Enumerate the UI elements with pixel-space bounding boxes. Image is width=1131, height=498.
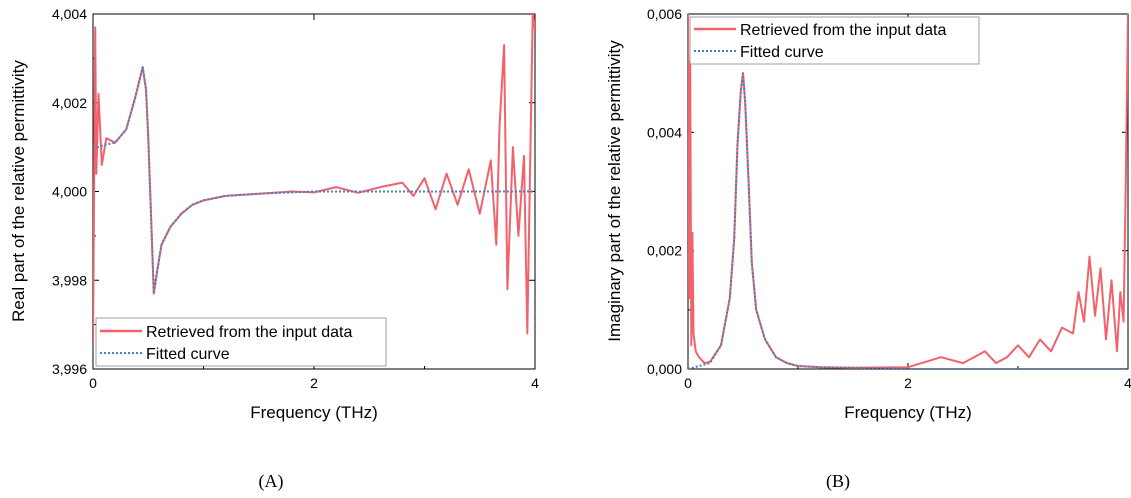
- y-tick-label-a-2: 4,000: [52, 184, 87, 200]
- series-line-fitted-b: [688, 72, 1128, 369]
- y-tick-label-b-1: 0,002: [647, 243, 682, 259]
- y-tick-label-a-3: 4,002: [52, 95, 87, 111]
- series-lines-b: [688, 14, 1128, 369]
- x-tick-label-b-1: 2: [904, 375, 912, 391]
- y-tick-label-a-1: 3,998: [52, 272, 87, 288]
- series-lines-a: [93, 14, 535, 347]
- y-tick-label-b-0: 0,000: [647, 361, 682, 377]
- x-axis-label-b: Frequency (THz): [844, 403, 972, 422]
- y-tick-label-a-4: 4,004: [52, 6, 87, 22]
- x-tick-label-a-1: 2: [310, 375, 318, 391]
- series-line-retrieved-b: [688, 14, 1128, 369]
- x-tick-label-b-2: 4: [1124, 375, 1131, 391]
- x-axis-label-a: Frequency (THz): [250, 403, 378, 422]
- y-axis-label-a: Real part of the relative permittivity: [9, 60, 28, 322]
- y-tick-label-b-2: 0,004: [647, 124, 682, 140]
- legend-a: Retrieved from the input data Fitted cur…: [95, 317, 387, 367]
- legend-label-fitted-a: Fitted curve: [146, 346, 230, 363]
- legend-box-b: [689, 16, 980, 65]
- caption-a: (A): [259, 471, 284, 492]
- series-line-retrieved-a: [93, 14, 535, 347]
- series-line-fitted-a: [93, 66, 535, 295]
- x-tick-label-a-0: 0: [89, 375, 97, 391]
- legend-label-retrieved-a: Retrieved from the input data: [146, 324, 352, 341]
- x-tick-label-b-0: 0: [684, 375, 692, 391]
- y-axis-label-b: Imaginary part of the relative permittiv…: [605, 40, 624, 342]
- y-tick-label-b-3: 0,006: [647, 6, 682, 22]
- y-tick-label-a-0: 3,996: [52, 361, 87, 377]
- chart-panel-a: 0 2 4 3,996 3,998 4,000 4,002 4,004 Frequency (…: [9, 6, 539, 492]
- legend-box-a: [95, 317, 387, 367]
- legend-b: Retrieved from the input data Fitted cur…: [689, 16, 980, 65]
- x-tick-label-a-2: 4: [531, 375, 539, 391]
- axis-ticks-b: 0 2 4 0,000 0,002 0,004 0,006: [647, 6, 1131, 391]
- legend-label-retrieved-b: Retrieved from the input data: [740, 22, 946, 39]
- plot-area-b: [687, 13, 1129, 370]
- caption-b: (B): [826, 471, 850, 492]
- legend-label-fitted-b: Fitted curve: [740, 44, 824, 61]
